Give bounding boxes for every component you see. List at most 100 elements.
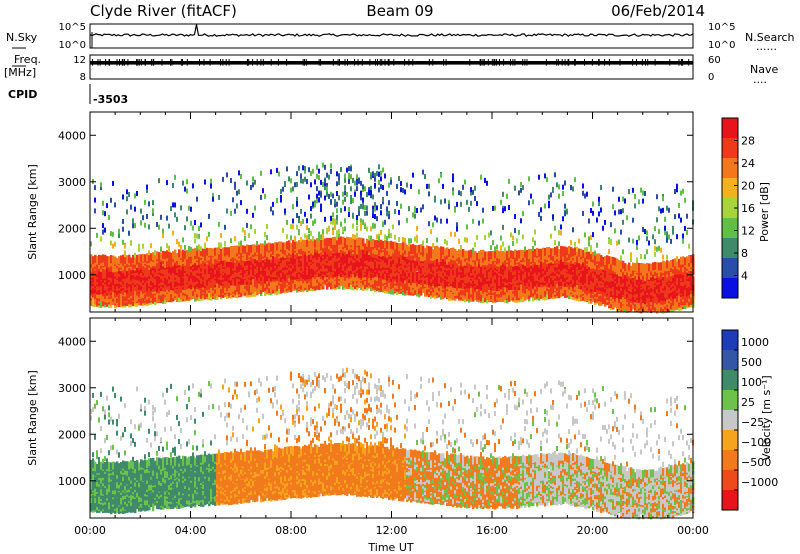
data-cell [136, 254, 139, 263]
data-cell [228, 280, 231, 289]
data-cell [464, 179, 466, 185]
data-cell [262, 188, 264, 194]
data-cell [122, 194, 124, 200]
data-cell [174, 174, 176, 180]
data-cell [232, 246, 235, 254]
data-cell [124, 293, 127, 302]
data-cell [324, 185, 326, 191]
data-cell [172, 230, 174, 236]
data-cell [444, 198, 446, 204]
data-cell [314, 179, 316, 185]
data-cell [270, 169, 272, 175]
data-cell [180, 205, 182, 211]
data-cell [164, 251, 167, 260]
data-cell [196, 245, 198, 251]
data-cell [118, 228, 120, 234]
data-cell [226, 208, 228, 214]
data-cell [472, 247, 474, 253]
data-cell [198, 233, 200, 239]
data-cell [338, 229, 340, 235]
data-cell [234, 282, 237, 291]
data-cell [500, 199, 502, 205]
noise-trace [89, 24, 694, 48]
data-cell [386, 211, 388, 217]
data-cell [134, 193, 136, 199]
data-cell [168, 223, 170, 229]
data-cell [384, 219, 386, 225]
data-cell [440, 218, 442, 224]
data-cell [514, 185, 516, 191]
data-cell [408, 206, 410, 212]
data-cell [196, 233, 198, 239]
data-cell [318, 231, 320, 237]
data-cell [400, 203, 402, 209]
data-cell [120, 255, 123, 264]
data-cell [414, 213, 416, 219]
data-cell [200, 276, 203, 284]
data-cell [108, 214, 110, 220]
data-cell [356, 220, 358, 225]
data-cell [300, 173, 302, 179]
data-cell [138, 254, 141, 263]
data-cell [474, 185, 476, 191]
data-cell [374, 202, 376, 208]
data-cell [178, 275, 181, 284]
data-cell [240, 257, 243, 266]
data-cell [406, 182, 408, 188]
data-cell [344, 177, 346, 183]
data-cell [232, 197, 234, 203]
data-cell [460, 201, 462, 207]
data-cell [172, 202, 174, 208]
data-cell [104, 227, 106, 233]
data-cell [294, 236, 296, 242]
data-cell [240, 244, 243, 253]
data-cell [222, 247, 225, 256]
data-cell [270, 206, 272, 212]
data-cell [126, 189, 128, 195]
data-cell [422, 169, 424, 175]
power-scatter [90, 162, 695, 314]
data-cell [240, 240, 242, 246]
data-cell [238, 170, 240, 176]
data-cell [456, 226, 458, 232]
data-cell [188, 289, 191, 298]
data-cell [248, 233, 250, 238]
data-cell [364, 205, 366, 211]
data-cell [216, 282, 219, 291]
data-cell [494, 205, 496, 211]
data-cell [366, 205, 368, 211]
data-cell [474, 196, 476, 201]
data-cell [252, 279, 255, 288]
data-cell [174, 261, 177, 270]
data-cell [336, 208, 338, 214]
data-cell [334, 199, 336, 204]
data-cell [162, 250, 165, 259]
data-cell [94, 185, 96, 191]
data-cell [418, 189, 420, 195]
data-cell [102, 254, 105, 263]
data-cell [504, 247, 506, 253]
data-cell [230, 246, 233, 254]
data-cell [210, 183, 212, 189]
data-cell [378, 187, 380, 193]
data-cell [104, 211, 106, 217]
data-cell [242, 245, 245, 254]
data-cell [336, 219, 338, 225]
data-cell [142, 215, 144, 221]
data-cell [148, 253, 151, 262]
data-cell [502, 208, 504, 214]
data-cell [178, 257, 181, 266]
data-cell [380, 170, 382, 176]
data-cell [424, 174, 426, 180]
data-cell [194, 248, 197, 257]
data-cell [246, 251, 249, 260]
data-cell [380, 229, 382, 235]
data-cell [196, 249, 199, 258]
data-cell [312, 168, 314, 174]
data-cell [502, 224, 504, 230]
data-cell [246, 208, 248, 214]
data-cell [304, 211, 306, 217]
data-cell [286, 166, 288, 172]
data-cell [306, 179, 308, 185]
data-cell [454, 231, 456, 237]
